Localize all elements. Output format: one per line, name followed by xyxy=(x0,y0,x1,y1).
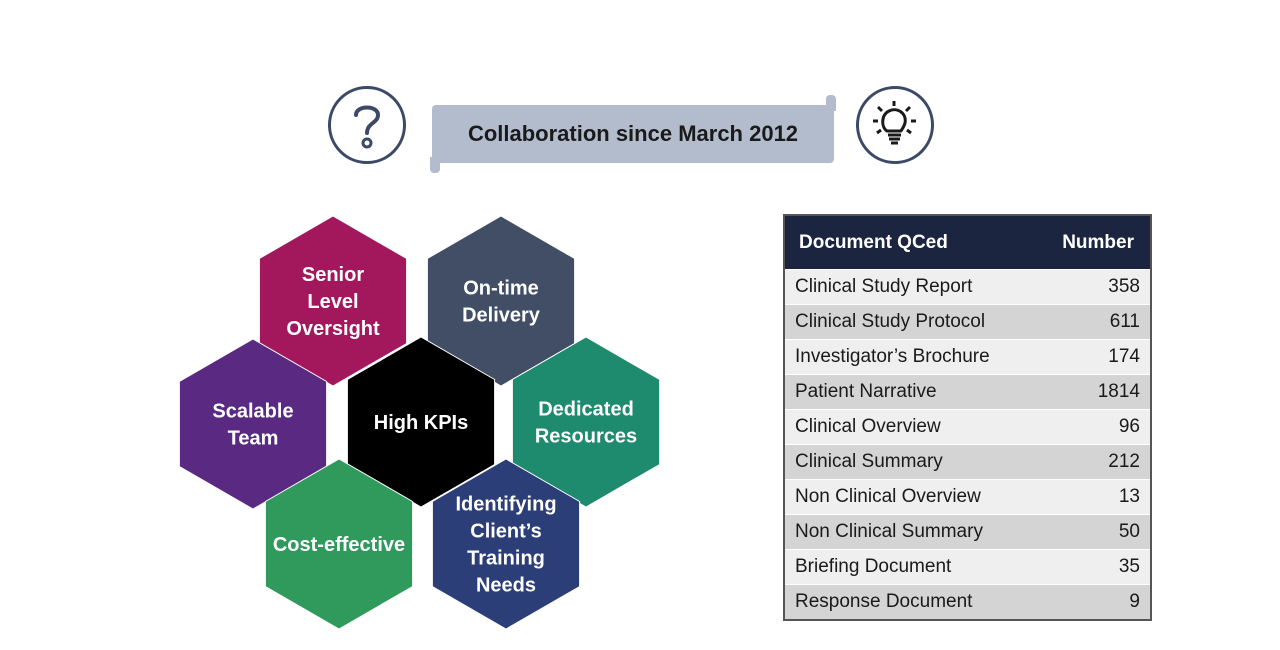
document-count-cell: 9 xyxy=(1032,584,1151,620)
table-row: Investigator’s Brochure 174 xyxy=(784,339,1151,375)
document-type-cell: Clinical Overview xyxy=(784,409,1033,445)
lightbulb-icon xyxy=(856,86,934,164)
document-type-cell: Non Clinical Summary xyxy=(784,514,1033,550)
document-type-cell: Investigator’s Brochure xyxy=(784,339,1033,375)
hexagon-center: High KPIs xyxy=(346,336,496,508)
document-count-cell: 50 xyxy=(1032,514,1151,550)
hexagon-label: Resources xyxy=(535,426,637,448)
document-count-cell: 13 xyxy=(1032,479,1151,515)
document-count-cell: 35 xyxy=(1032,549,1151,585)
header-number: Number xyxy=(1032,215,1151,270)
header-document-qced: Document QCed xyxy=(784,215,1033,270)
kpi-hexagon-diagram: Senior Level Oversight On-time Delivery Scala… xyxy=(178,215,661,630)
document-count-cell: 212 xyxy=(1032,444,1151,480)
hexagon-shape xyxy=(431,458,581,630)
banner-scroll-left xyxy=(430,157,440,173)
table-row: Non Clinical Overview 13 xyxy=(784,479,1151,515)
banner-scroll-right xyxy=(826,95,836,111)
document-type-cell: Briefing Document xyxy=(784,549,1033,585)
hexagon-label: Needs xyxy=(476,575,536,597)
hexagon-identifying: Identifying Client’s Training Needs xyxy=(431,458,581,630)
documents-qced-table: Document QCed Number Clinical Study Repo… xyxy=(783,214,1152,621)
hexagon-label: Training xyxy=(467,548,545,570)
document-count-cell: 96 xyxy=(1032,409,1151,445)
hexagon-label: Scalable xyxy=(212,401,293,423)
document-type-cell: Clinical Summary xyxy=(784,444,1033,480)
document-count-cell: 1814 xyxy=(1032,374,1151,410)
document-type-cell: Non Clinical Overview xyxy=(784,479,1033,515)
hexagon-label: Dedicated xyxy=(538,399,634,421)
hexagon-label: Cost-effective xyxy=(273,534,405,556)
hexagon-label: Senior xyxy=(302,264,364,286)
table-row: Clinical Study Report 358 xyxy=(784,269,1151,305)
document-type-cell: Patient Narrative xyxy=(784,374,1033,410)
table-row: Clinical Summary 212 xyxy=(784,444,1151,480)
hexagon-senior: Senior Level Oversight xyxy=(258,215,408,387)
hexagon-ontime: On-time Delivery xyxy=(426,215,576,387)
hexagon-label: Level xyxy=(307,291,358,313)
collaboration-banner: Collaboration since March 2012 xyxy=(430,95,836,173)
hexagon-label: High KPIs xyxy=(374,412,468,434)
hexagon-label: Identifying xyxy=(455,494,556,516)
hexagon-scalable: Scalable Team xyxy=(178,338,328,510)
hexagon-cost: Cost-effective xyxy=(264,458,414,630)
document-type-cell: Response Document xyxy=(784,584,1033,620)
document-type-cell: Clinical Study Report xyxy=(784,269,1033,305)
table-header-row: Document QCed Number xyxy=(784,215,1151,270)
table-row: Patient Narrative 1814 xyxy=(784,374,1151,410)
hexagon-label: Delivery xyxy=(462,305,541,327)
banner-title: Collaboration since March 2012 xyxy=(467,121,799,146)
table-row: Non Clinical Summary 50 xyxy=(784,514,1151,550)
hexagon-shape xyxy=(264,458,414,630)
table-row: Briefing Document 35 xyxy=(784,549,1151,585)
document-count-cell: 358 xyxy=(1032,269,1151,305)
table-row: Response Document 9 xyxy=(784,584,1151,620)
hexagon-label: Client’s xyxy=(470,521,542,543)
table-row: Clinical Overview 96 xyxy=(784,409,1151,445)
hexagon-dedicated: Dedicated Resources xyxy=(511,336,661,508)
hexagon-label: Oversight xyxy=(286,318,380,340)
hexagon-label: On-time xyxy=(463,278,539,300)
banner-body xyxy=(432,105,834,163)
document-count-cell: 611 xyxy=(1032,304,1151,340)
document-count-cell: 174 xyxy=(1032,339,1151,375)
hexagon-label: Team xyxy=(228,428,279,450)
question-icon xyxy=(328,86,406,164)
document-type-cell: Clinical Study Protocol xyxy=(784,304,1033,340)
table-row: Clinical Study Protocol 611 xyxy=(784,304,1151,340)
